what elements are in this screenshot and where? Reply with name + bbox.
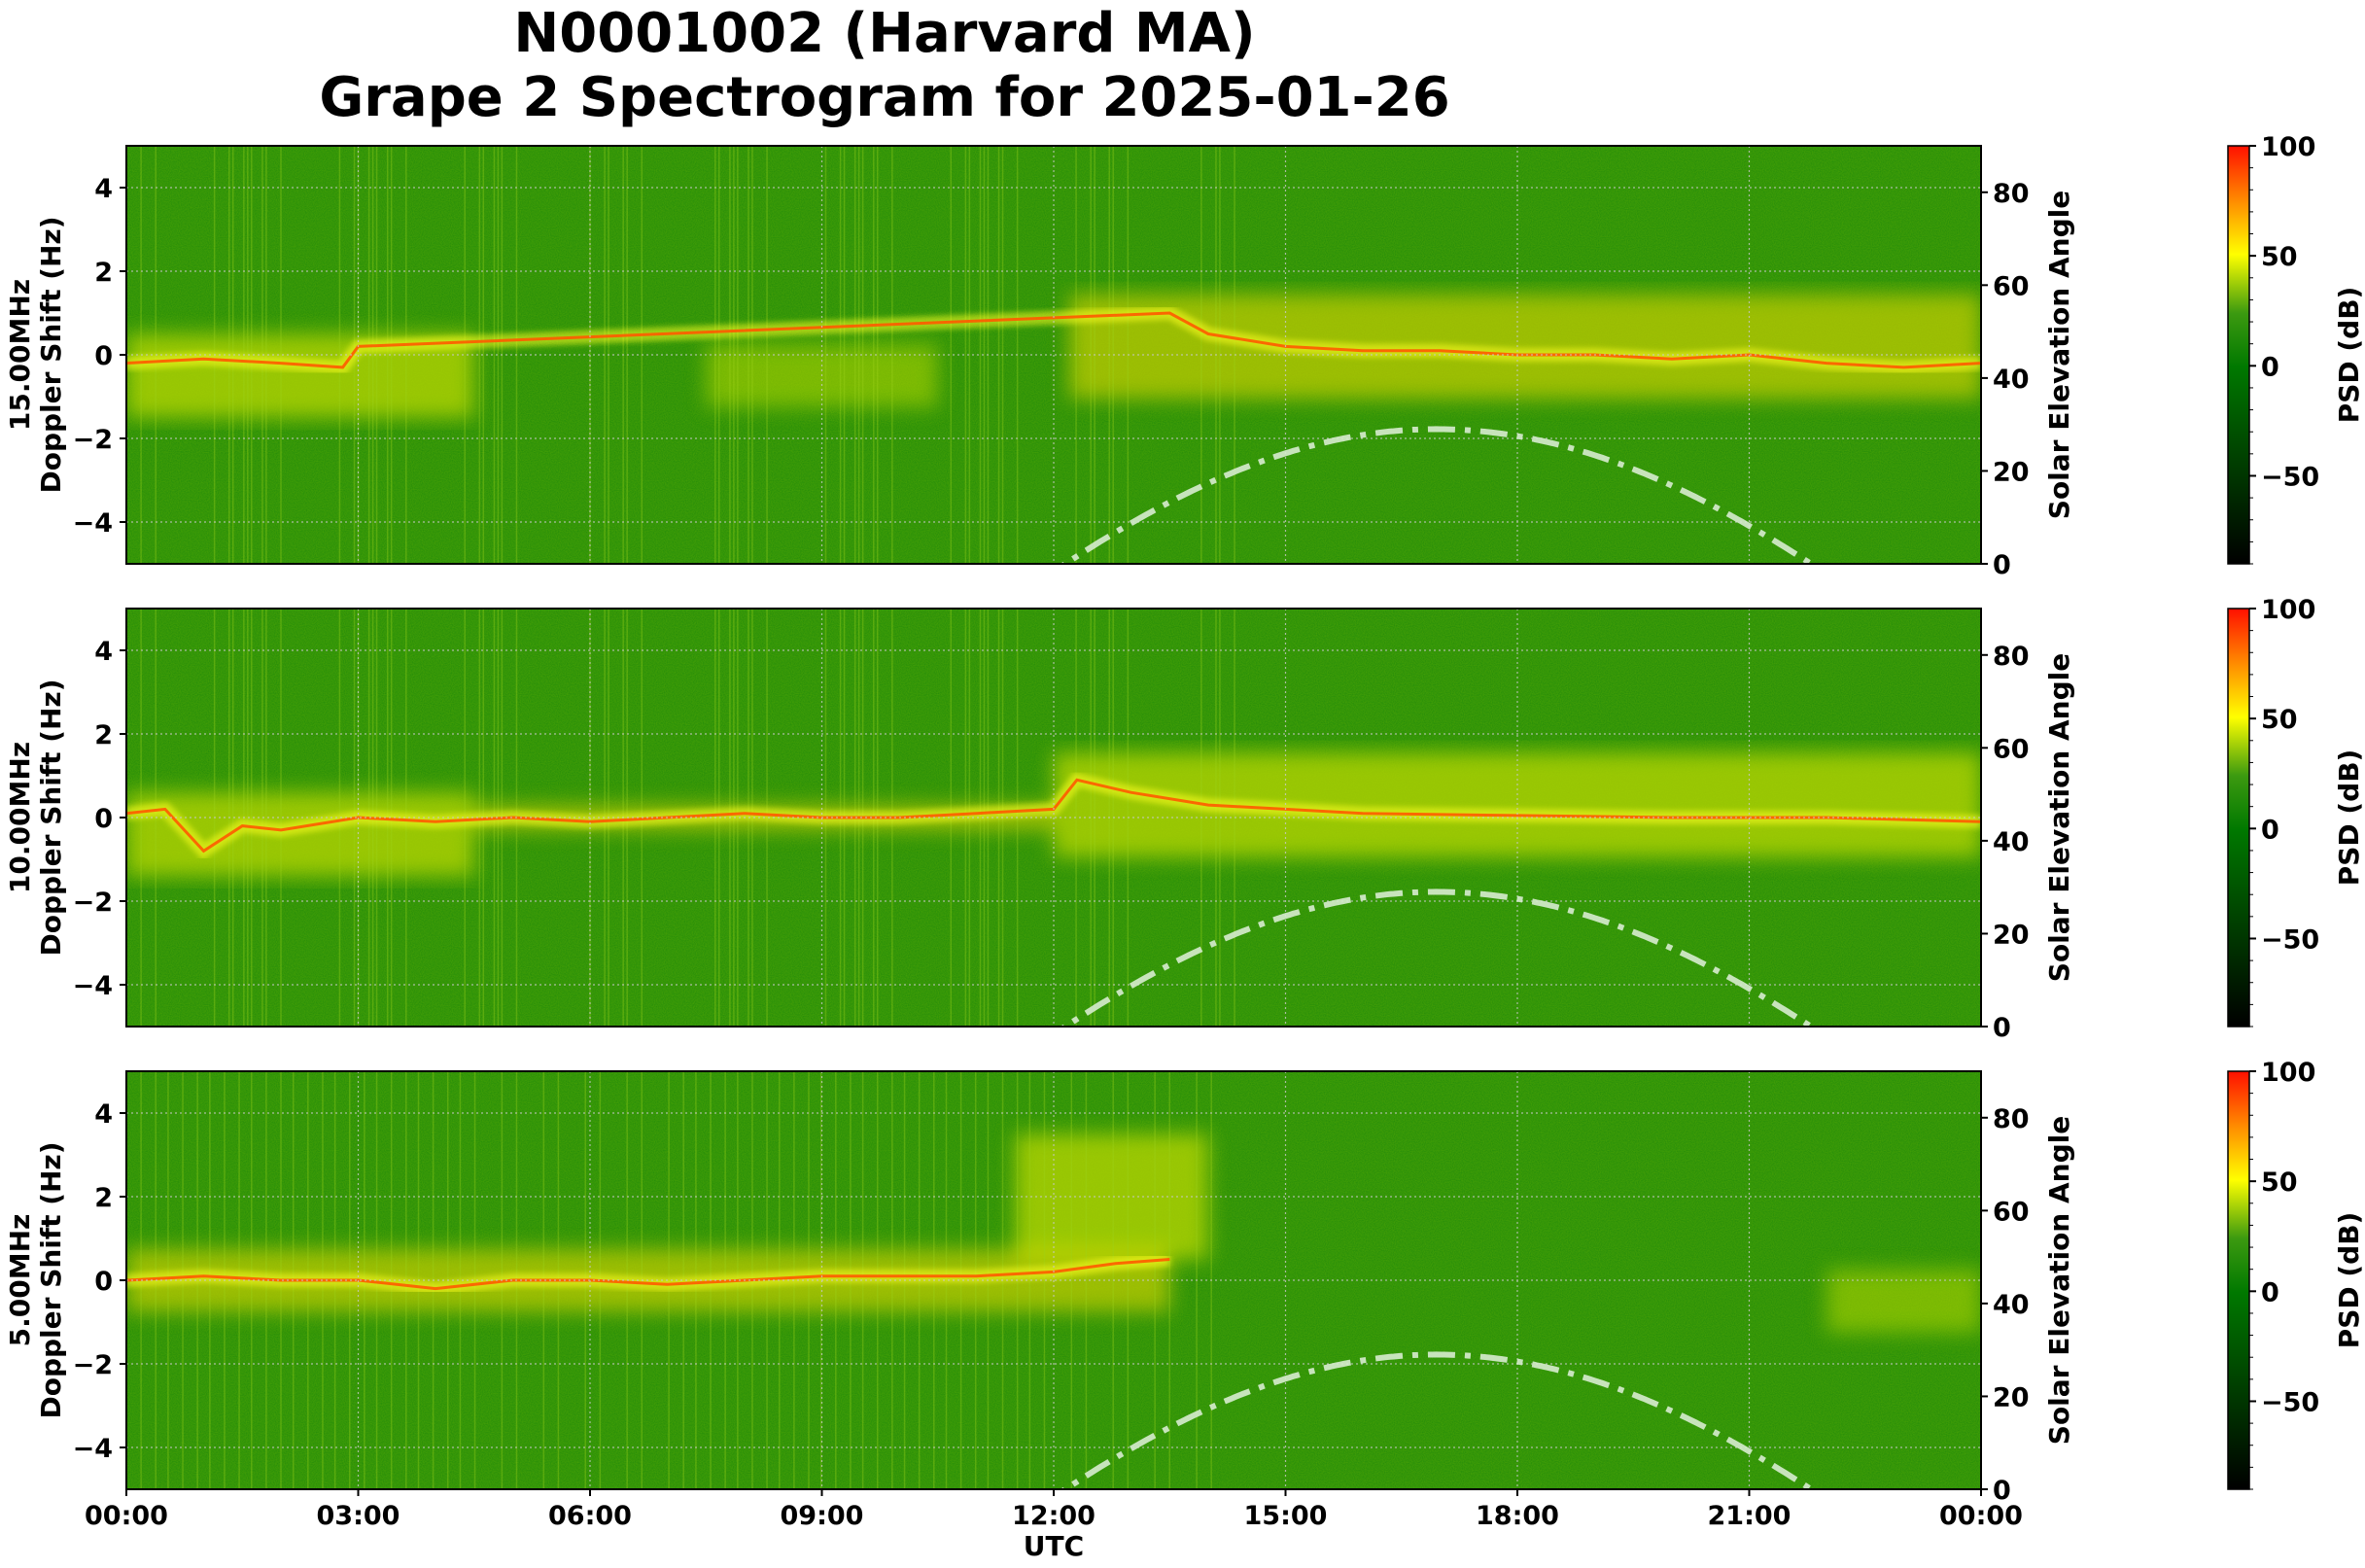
- y-tick-label: 2: [94, 1183, 113, 1213]
- solar-elevation-curve: [1060, 889, 1817, 1027]
- y-axis-label: 15.00MHzDoppler Shift (Hz): [4, 216, 67, 493]
- y-tick-label: −4: [73, 971, 113, 1001]
- colorbar-tick-label: 0: [2261, 1277, 2279, 1307]
- x-axis-label: UTC: [1024, 1530, 1084, 1562]
- y-tick-label: 4: [94, 1099, 113, 1130]
- spectrogram-image: [126, 1071, 1981, 1489]
- x-axis-utc: 00:00 03:00 06:00 09:00 12:00 15:00 18:00 21:00…: [85, 1489, 2023, 1562]
- colorbar-tick-label: 100: [2261, 1058, 2315, 1088]
- y-tick-label: −4: [73, 508, 113, 539]
- y-tick-label: 2: [94, 720, 113, 750]
- spectrogram-image: [126, 146, 1981, 564]
- y-tick-label: 0: [94, 341, 113, 371]
- y-tick-label: 0: [94, 804, 113, 834]
- grid: [126, 146, 1981, 564]
- y2-tick-label: 80: [1993, 642, 2030, 672]
- y-tick-label: 4: [94, 174, 113, 204]
- colorbar-label: PSD (dB): [2333, 749, 2365, 887]
- y2-tick-label: 20: [1993, 457, 2030, 487]
- colorbar-tick-label: −50: [2261, 1387, 2319, 1417]
- colorbar-tick-label: 50: [2261, 1167, 2298, 1198]
- y2-tick-label: 0: [1993, 1476, 2011, 1506]
- title-line-1: N0001002 (Harvard MA): [513, 2, 1256, 65]
- y-axis-label: 5.00MHzDoppler Shift (Hz): [4, 1141, 67, 1418]
- colorbar-tick-label: 100: [2261, 595, 2315, 625]
- y-tick-label: 4: [94, 637, 113, 667]
- x-tick-label: 00:00: [1939, 1501, 2023, 1531]
- y-axis-doppler: 4 2 0 −2 −45.00MHzDoppler Shift (Hz): [4, 1099, 126, 1464]
- y2-tick-label: 80: [1993, 179, 2030, 209]
- y2-tick-label: 80: [1993, 1104, 2030, 1134]
- grid: [126, 609, 1981, 1027]
- x-tick-label: 06:00: [548, 1501, 632, 1531]
- y-tick-label: −2: [73, 1350, 113, 1380]
- colorbar-label: PSD (dB): [2333, 287, 2365, 424]
- y-axis-doppler: 4 2 0 −2 −415.00MHzDoppler Shift (Hz): [4, 174, 126, 539]
- colorbar-tick-label: 50: [2261, 705, 2298, 735]
- y-axis-label: 10.00MHzDoppler Shift (Hz): [4, 679, 67, 956]
- x-tick-label: 09:00: [781, 1501, 864, 1531]
- y-axis-solar-elevation: 80 60 40 20 0 Solar Elevation Angle: [1981, 1104, 2075, 1506]
- colorbar-label: PSD (dB): [2333, 1212, 2365, 1349]
- y2-tick-label: 40: [1993, 1290, 2030, 1320]
- y2-axis-label: Solar Elevation Angle: [2043, 1116, 2075, 1445]
- colorbar-tick-label: 0: [2261, 352, 2279, 382]
- y2-tick-label: 60: [1993, 1197, 2030, 1227]
- x-tick-label: 18:00: [1476, 1501, 1559, 1531]
- x-tick-label: 12:00: [1012, 1501, 1096, 1531]
- y2-axis-label: Solar Elevation Angle: [2043, 191, 2075, 519]
- panel-15-00mhz: 420−2−415.00MHzDoppler Shift (Hz)8060402…: [4, 132, 2365, 580]
- spectrogram-image: [126, 609, 1981, 1027]
- doppler-trace: [126, 311, 1981, 369]
- y2-tick-label: 40: [1993, 365, 2030, 395]
- x-tick-label: 15:00: [1244, 1501, 1328, 1531]
- panel-10-00mhz: 420−2−410.00MHzDoppler Shift (Hz)8060402…: [4, 595, 2365, 1043]
- y-tick-label: 2: [94, 258, 113, 288]
- y-tick-label: −2: [73, 425, 113, 455]
- colorbar: 100 50 0 −50 PSD (dB): [2227, 132, 2365, 565]
- colorbar-tick-label: 0: [2261, 815, 2279, 845]
- title-line-2: Grape 2 Spectrogram for 2025-01-26: [319, 66, 1450, 129]
- colorbar-tick-label: 50: [2261, 242, 2298, 272]
- x-tick-label: 00:00: [85, 1501, 168, 1531]
- figure-title: N0001002 (Harvard MA) Grape 2 Spectrogra…: [0, 2, 1769, 130]
- y2-tick-label: 20: [1993, 1382, 2030, 1412]
- y-tick-label: 0: [94, 1267, 113, 1297]
- y-tick-label: −2: [73, 888, 113, 918]
- y2-axis-label: Solar Elevation Angle: [2043, 653, 2075, 982]
- solar-elevation-curve: [1060, 426, 1817, 564]
- y2-tick-label: 60: [1993, 734, 2030, 764]
- grid: [126, 1071, 1981, 1489]
- colorbar: 100 50 0 −50 PSD (dB): [2227, 1058, 2365, 1490]
- y-axis-solar-elevation: 80 60 40 20 0 Solar Elevation Angle: [1981, 179, 2075, 580]
- y2-tick-label: 0: [1993, 1013, 2011, 1043]
- y2-tick-label: 20: [1993, 920, 2030, 950]
- y-axis-doppler: 4 2 0 −2 −410.00MHzDoppler Shift (Hz): [4, 637, 126, 1001]
- y-tick-label: −4: [73, 1434, 113, 1464]
- colorbar-tick-label: −50: [2261, 924, 2319, 955]
- y2-tick-label: 40: [1993, 827, 2030, 857]
- colorbar: 100 50 0 −50 PSD (dB): [2227, 595, 2365, 1028]
- x-tick-label: 21:00: [1708, 1501, 1791, 1531]
- y2-tick-label: 0: [1993, 550, 2011, 580]
- colorbar-tick-label: −50: [2261, 462, 2319, 492]
- y2-tick-label: 60: [1993, 271, 2030, 301]
- y-axis-solar-elevation: 80 60 40 20 0 Solar Elevation Angle: [1981, 642, 2075, 1043]
- solar-elevation-curve: [1060, 1351, 1817, 1489]
- panel-5-00mhz: 420−2−45.00MHzDoppler Shift (Hz)80604020…: [4, 1058, 2365, 1562]
- x-tick-label: 03:00: [317, 1501, 400, 1531]
- colorbar-tick-label: 100: [2261, 132, 2315, 162]
